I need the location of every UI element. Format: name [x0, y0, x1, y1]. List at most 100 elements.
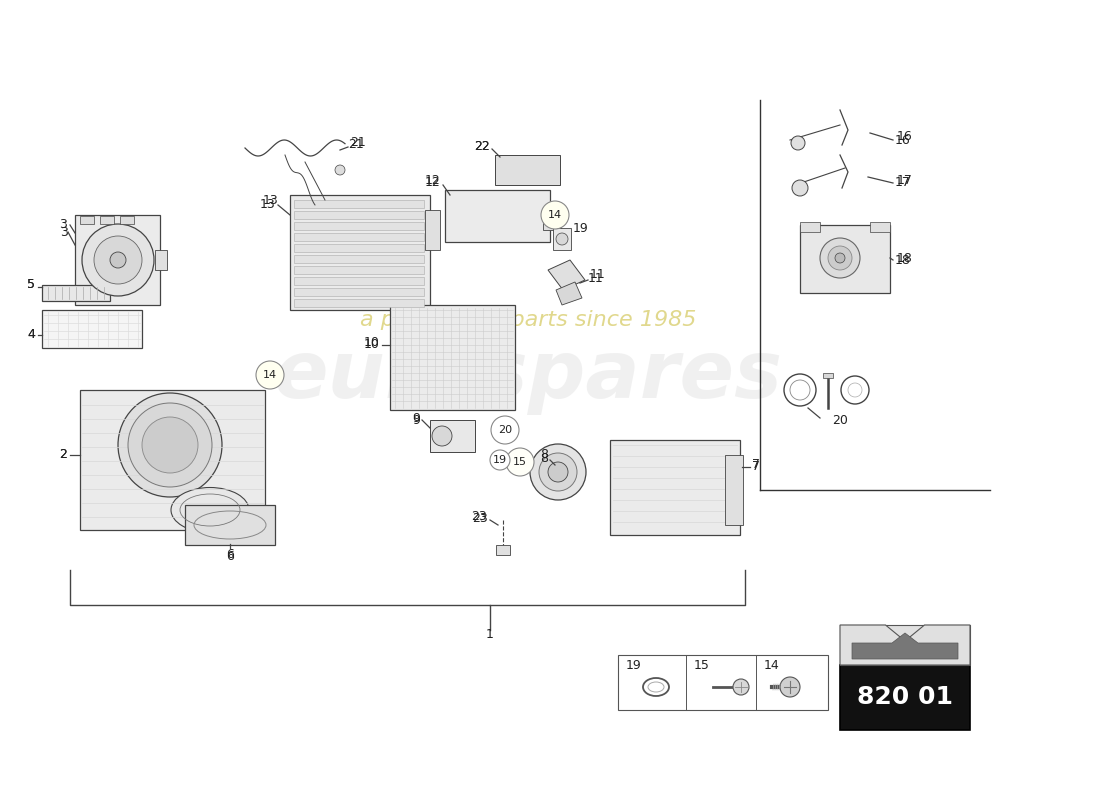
- Text: 23: 23: [471, 510, 487, 523]
- Circle shape: [792, 180, 808, 196]
- Text: 16: 16: [895, 134, 911, 146]
- Circle shape: [790, 380, 810, 400]
- Text: 22: 22: [474, 141, 490, 154]
- Circle shape: [541, 201, 569, 229]
- Bar: [840, 625, 970, 665]
- Text: 4: 4: [28, 329, 35, 342]
- Circle shape: [848, 383, 862, 397]
- Text: 20: 20: [498, 425, 513, 435]
- Bar: [446, 190, 550, 242]
- Text: 6: 6: [227, 549, 234, 562]
- Bar: [543, 210, 561, 230]
- Bar: [42, 310, 142, 348]
- Text: 5: 5: [28, 278, 35, 291]
- Text: 3: 3: [60, 226, 68, 238]
- Circle shape: [556, 233, 568, 245]
- Text: 8: 8: [540, 451, 548, 465]
- Bar: [800, 222, 820, 232]
- Bar: [42, 285, 110, 301]
- Bar: [294, 222, 424, 230]
- Text: 5: 5: [28, 278, 35, 291]
- Polygon shape: [548, 260, 585, 290]
- Text: 21: 21: [348, 138, 364, 151]
- Bar: [294, 211, 424, 219]
- Bar: [290, 195, 430, 310]
- Text: 820 01: 820 01: [857, 686, 953, 710]
- Bar: [496, 545, 510, 555]
- Text: 19: 19: [626, 659, 641, 672]
- Bar: [610, 440, 740, 535]
- Text: 16: 16: [896, 130, 913, 143]
- Text: eurospares: eurospares: [274, 337, 782, 415]
- Bar: [75, 215, 160, 305]
- Bar: [425, 210, 440, 250]
- Text: 14: 14: [548, 210, 562, 220]
- Circle shape: [835, 253, 845, 263]
- Circle shape: [490, 450, 510, 470]
- Bar: [294, 233, 424, 241]
- Bar: [185, 505, 275, 545]
- Text: 13: 13: [260, 198, 275, 211]
- Text: 3: 3: [59, 218, 67, 231]
- Ellipse shape: [170, 487, 249, 533]
- Bar: [100, 216, 114, 224]
- Circle shape: [128, 403, 212, 487]
- Circle shape: [94, 236, 142, 284]
- Bar: [294, 299, 424, 307]
- Text: 4: 4: [28, 329, 35, 342]
- Bar: [390, 305, 515, 410]
- Bar: [870, 222, 890, 232]
- Circle shape: [118, 393, 222, 497]
- Text: 7: 7: [752, 461, 760, 474]
- Text: 19: 19: [573, 222, 588, 234]
- Circle shape: [110, 252, 126, 268]
- Circle shape: [784, 374, 816, 406]
- Text: 10: 10: [364, 335, 380, 349]
- Bar: [294, 266, 424, 274]
- Circle shape: [539, 453, 578, 491]
- Bar: [430, 420, 475, 452]
- Text: 18: 18: [896, 251, 913, 265]
- Text: 10: 10: [364, 338, 380, 351]
- Text: 23: 23: [472, 511, 488, 525]
- Bar: [553, 228, 571, 250]
- Bar: [155, 250, 167, 270]
- Text: 19: 19: [493, 455, 507, 465]
- Polygon shape: [852, 633, 958, 659]
- Bar: [725, 455, 742, 525]
- Bar: [823, 373, 833, 378]
- Circle shape: [780, 677, 800, 697]
- Bar: [294, 288, 424, 296]
- Text: 21: 21: [350, 137, 365, 150]
- Text: 9: 9: [412, 411, 420, 425]
- Bar: [80, 390, 265, 530]
- Text: 7: 7: [752, 458, 760, 471]
- Bar: [294, 255, 424, 263]
- Text: 17: 17: [895, 177, 911, 190]
- Text: 18: 18: [895, 254, 911, 266]
- Text: 15: 15: [513, 457, 527, 467]
- Text: 14: 14: [764, 659, 780, 672]
- Text: 6: 6: [227, 550, 234, 563]
- Bar: [120, 216, 134, 224]
- Text: 14: 14: [263, 370, 277, 380]
- Circle shape: [548, 462, 568, 482]
- Text: 20: 20: [832, 414, 848, 426]
- Bar: [800, 225, 890, 293]
- Circle shape: [733, 679, 749, 695]
- Bar: [294, 200, 424, 208]
- Text: 15: 15: [694, 659, 710, 672]
- Circle shape: [142, 417, 198, 473]
- Text: 17: 17: [896, 174, 913, 186]
- Circle shape: [842, 376, 869, 404]
- Bar: [80, 216, 94, 224]
- Text: 2: 2: [59, 449, 67, 462]
- Circle shape: [791, 136, 805, 150]
- Bar: [840, 665, 970, 730]
- Bar: [495, 155, 560, 185]
- Circle shape: [828, 246, 852, 270]
- Text: 11: 11: [590, 269, 606, 282]
- Bar: [294, 277, 424, 285]
- Text: 12: 12: [425, 177, 440, 190]
- Circle shape: [506, 448, 534, 476]
